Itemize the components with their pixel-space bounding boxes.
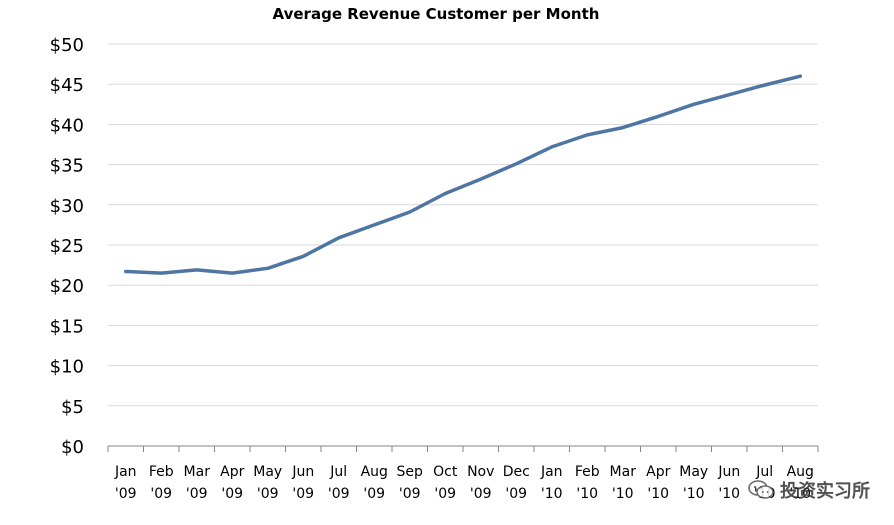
x-tick-label: Mar '10 bbox=[610, 464, 637, 502]
y-tick-label: $50 bbox=[50, 35, 84, 56]
data-point bbox=[798, 74, 802, 78]
data-point bbox=[124, 270, 128, 274]
x-tick-label: May '10 bbox=[679, 464, 708, 502]
x-tick-label: Jun '10 bbox=[717, 464, 740, 502]
data-point bbox=[656, 114, 660, 118]
x-axis-ticks: Jan '09 Feb '09 Mar '09 Apr '09 May '09 Jun '09 Jul '… bbox=[114, 464, 814, 502]
watermark-text: 投资实习所 bbox=[780, 481, 870, 502]
watermark: 投资实习所 bbox=[748, 477, 870, 503]
data-point bbox=[514, 162, 518, 166]
x-axis bbox=[107, 445, 819, 452]
y-axis-ticks: $0 $5 $10 $15 $20 $25 $30 $35 $40 $45 $50 bbox=[50, 35, 84, 458]
x-tick-label: May '09 bbox=[253, 464, 282, 502]
data-point bbox=[408, 210, 412, 214]
x-tick-label: Jul '09 bbox=[328, 464, 350, 502]
y-tick-label: $40 bbox=[50, 115, 84, 136]
data-point bbox=[727, 93, 731, 97]
data-point bbox=[550, 145, 554, 149]
data-point bbox=[159, 271, 163, 275]
x-tick-label: Oct '09 bbox=[433, 464, 458, 502]
x-tick-label: Feb '09 bbox=[149, 464, 174, 502]
data-point bbox=[621, 126, 625, 130]
data-point bbox=[479, 177, 483, 181]
x-tick-label: Mar '09 bbox=[184, 464, 211, 502]
x-tick-label: Aug '09 bbox=[361, 464, 388, 502]
x-tick-label: Aug '10 bbox=[787, 464, 814, 502]
y-tick-label: $20 bbox=[50, 276, 84, 297]
y-tick-label: $0 bbox=[61, 437, 84, 458]
x-tick-label: Jan '09 bbox=[114, 464, 137, 502]
x-tick-label: Sep '09 bbox=[397, 464, 424, 502]
data-point bbox=[195, 268, 199, 272]
gridlines bbox=[108, 43, 818, 407]
data-point bbox=[230, 271, 234, 275]
y-tick-label: $10 bbox=[50, 357, 84, 378]
x-tick-label: Jun '09 bbox=[291, 464, 314, 502]
data-point bbox=[585, 133, 589, 137]
data-point bbox=[692, 102, 696, 106]
chart-title: Average Revenue Customer per Month bbox=[273, 5, 600, 23]
data-point bbox=[372, 223, 376, 227]
data-point bbox=[266, 266, 270, 270]
y-tick-label: $35 bbox=[50, 156, 84, 177]
y-tick-label: $30 bbox=[50, 196, 84, 217]
data-point bbox=[443, 192, 447, 196]
series-line bbox=[124, 74, 803, 275]
y-tick-label: $5 bbox=[61, 397, 84, 418]
data-point bbox=[301, 254, 305, 258]
x-tick-label: Dec '09 bbox=[503, 464, 530, 502]
y-tick-label: $15 bbox=[50, 316, 84, 337]
data-point bbox=[337, 236, 341, 240]
x-tick-label: Jan '10 bbox=[540, 464, 563, 502]
wechat-icon bbox=[748, 480, 774, 500]
y-tick-label: $25 bbox=[50, 236, 84, 257]
series-layer bbox=[124, 74, 803, 275]
x-tick-label: Feb '10 bbox=[575, 464, 600, 502]
x-tick-label: Apr '09 bbox=[220, 464, 244, 502]
y-tick-label: $45 bbox=[50, 75, 84, 96]
x-tick-label: Nov '09 bbox=[467, 464, 494, 502]
data-point bbox=[763, 83, 767, 87]
x-tick-label: Apr '10 bbox=[646, 464, 670, 502]
